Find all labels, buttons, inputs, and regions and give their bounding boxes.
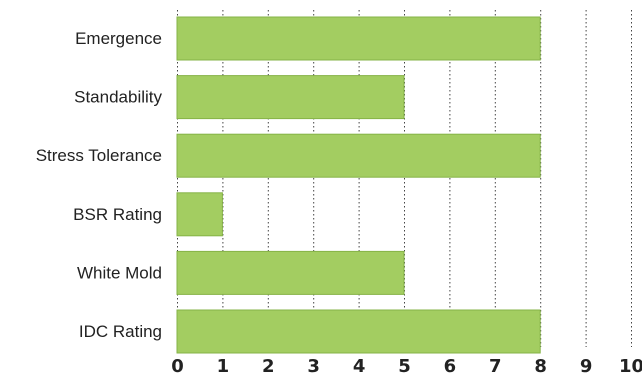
x-tick-label: 8 xyxy=(534,356,547,377)
x-tick-label: 0 xyxy=(171,356,184,377)
bars xyxy=(176,16,541,354)
x-tick-label: 5 xyxy=(398,356,411,377)
x-tick-label: 2 xyxy=(262,356,275,377)
category-label: Emergence xyxy=(75,29,162,48)
category-label: BSR Rating xyxy=(73,205,162,224)
grid-lines xyxy=(177,10,632,347)
x-tick-label: 7 xyxy=(489,356,502,377)
bar-idc-rating xyxy=(176,309,541,354)
category-label: Stress Tolerance xyxy=(36,146,162,165)
x-tick-label: 10 xyxy=(619,356,642,377)
x-tick-label: 1 xyxy=(217,356,230,377)
category-label: Standability xyxy=(74,88,162,107)
bar-white-mold xyxy=(176,250,405,295)
x-tick-label: 9 xyxy=(580,356,593,377)
x-tick-label: 4 xyxy=(353,356,366,377)
category-labels: Emergence Standability Stress Tolerance BSR… xyxy=(36,29,163,341)
bar-standability xyxy=(176,75,405,120)
category-label: White Mold xyxy=(77,263,162,282)
bar-emergence xyxy=(176,16,541,61)
x-tick-labels: 0 1 2 3 4 5 6 7 8 9 10 xyxy=(171,356,642,377)
x-tick-label: 3 xyxy=(307,356,320,377)
bar-stress-tolerance xyxy=(176,133,541,178)
x-tick-label: 6 xyxy=(444,356,457,377)
category-label: IDC Rating xyxy=(79,322,162,341)
bar-bsr-rating xyxy=(176,192,223,237)
